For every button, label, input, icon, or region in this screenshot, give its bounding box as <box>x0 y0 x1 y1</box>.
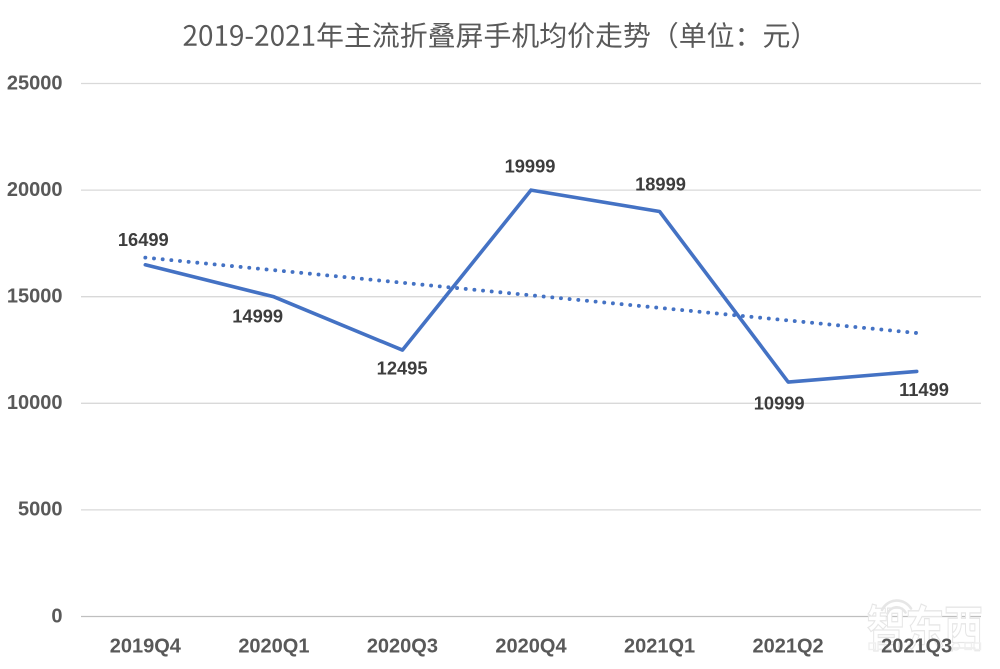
svg-text:15000: 15000 <box>7 286 63 308</box>
svg-text:2020Q1: 2020Q1 <box>238 636 309 658</box>
svg-text:2019Q4: 2019Q4 <box>110 636 182 658</box>
svg-text:14999: 14999 <box>232 306 283 327</box>
svg-text:18999: 18999 <box>635 173 686 194</box>
svg-text:19999: 19999 <box>505 155 556 176</box>
svg-text:10999: 10999 <box>754 393 805 414</box>
svg-text:2021Q3: 2021Q3 <box>881 636 952 658</box>
svg-text:11499: 11499 <box>899 379 949 400</box>
svg-text:0: 0 <box>51 605 62 627</box>
svg-text:2021Q1: 2021Q1 <box>624 636 695 658</box>
svg-text:2021Q2: 2021Q2 <box>753 636 824 658</box>
svg-text:2020Q3: 2020Q3 <box>367 636 438 658</box>
svg-text:12495: 12495 <box>377 358 428 379</box>
svg-text:5000: 5000 <box>18 499 63 521</box>
svg-text:20000: 20000 <box>7 179 63 201</box>
svg-text:2020Q4: 2020Q4 <box>495 636 567 658</box>
svg-text:16499: 16499 <box>118 229 169 250</box>
svg-text:25000: 25000 <box>7 72 63 94</box>
svg-text:10000: 10000 <box>7 392 63 414</box>
